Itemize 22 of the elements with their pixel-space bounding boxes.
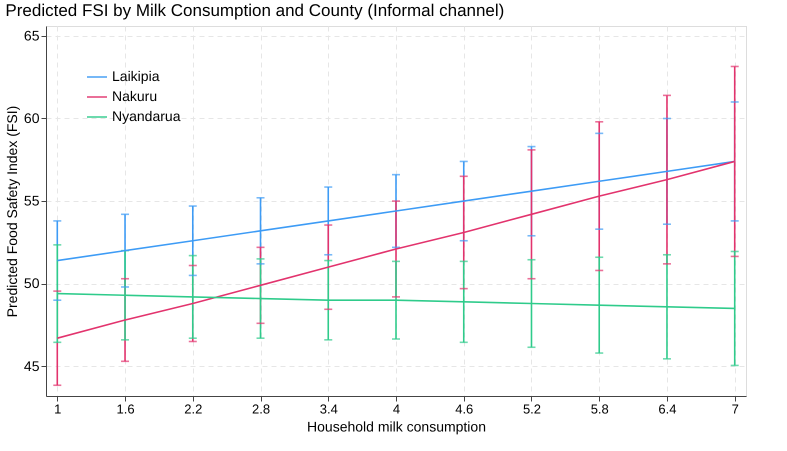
- x-axis-title: Household milk consumption: [307, 418, 486, 434]
- legend-label: Nyandarua: [112, 108, 181, 124]
- x-tick-label: 7: [732, 402, 739, 416]
- x-tick-label: 2.8: [252, 402, 270, 416]
- y-tick-label: 55: [24, 192, 40, 209]
- y-tick-label: 65: [24, 27, 40, 44]
- legend-label: Laikipia: [112, 68, 160, 84]
- x-tick-label: 1: [54, 402, 62, 416]
- x-tick-label: 6.4: [658, 402, 677, 416]
- legend-label: Nakuru: [112, 88, 158, 104]
- x-tick-label: 3.4: [320, 402, 338, 416]
- x-tick-label: 5.8: [590, 402, 609, 416]
- y-tick-label: 60: [24, 110, 40, 126]
- x-tick-label: 5.2: [522, 402, 542, 416]
- x-tick-label: 1.6: [116, 402, 135, 416]
- x-tick-label: 4: [392, 402, 400, 416]
- y-axis-title: Predicted Food Safety Index (FSI): [4, 106, 20, 318]
- y-tick-label: 45: [24, 358, 40, 374]
- x-tick-label: 4.6: [455, 402, 474, 416]
- x-tick-label: 2.2: [184, 402, 202, 416]
- chart-title: Predicted FSI by Milk Consumption and County (Informal channel): [5, 1, 504, 20]
- y-tick-label: 50: [24, 275, 40, 292]
